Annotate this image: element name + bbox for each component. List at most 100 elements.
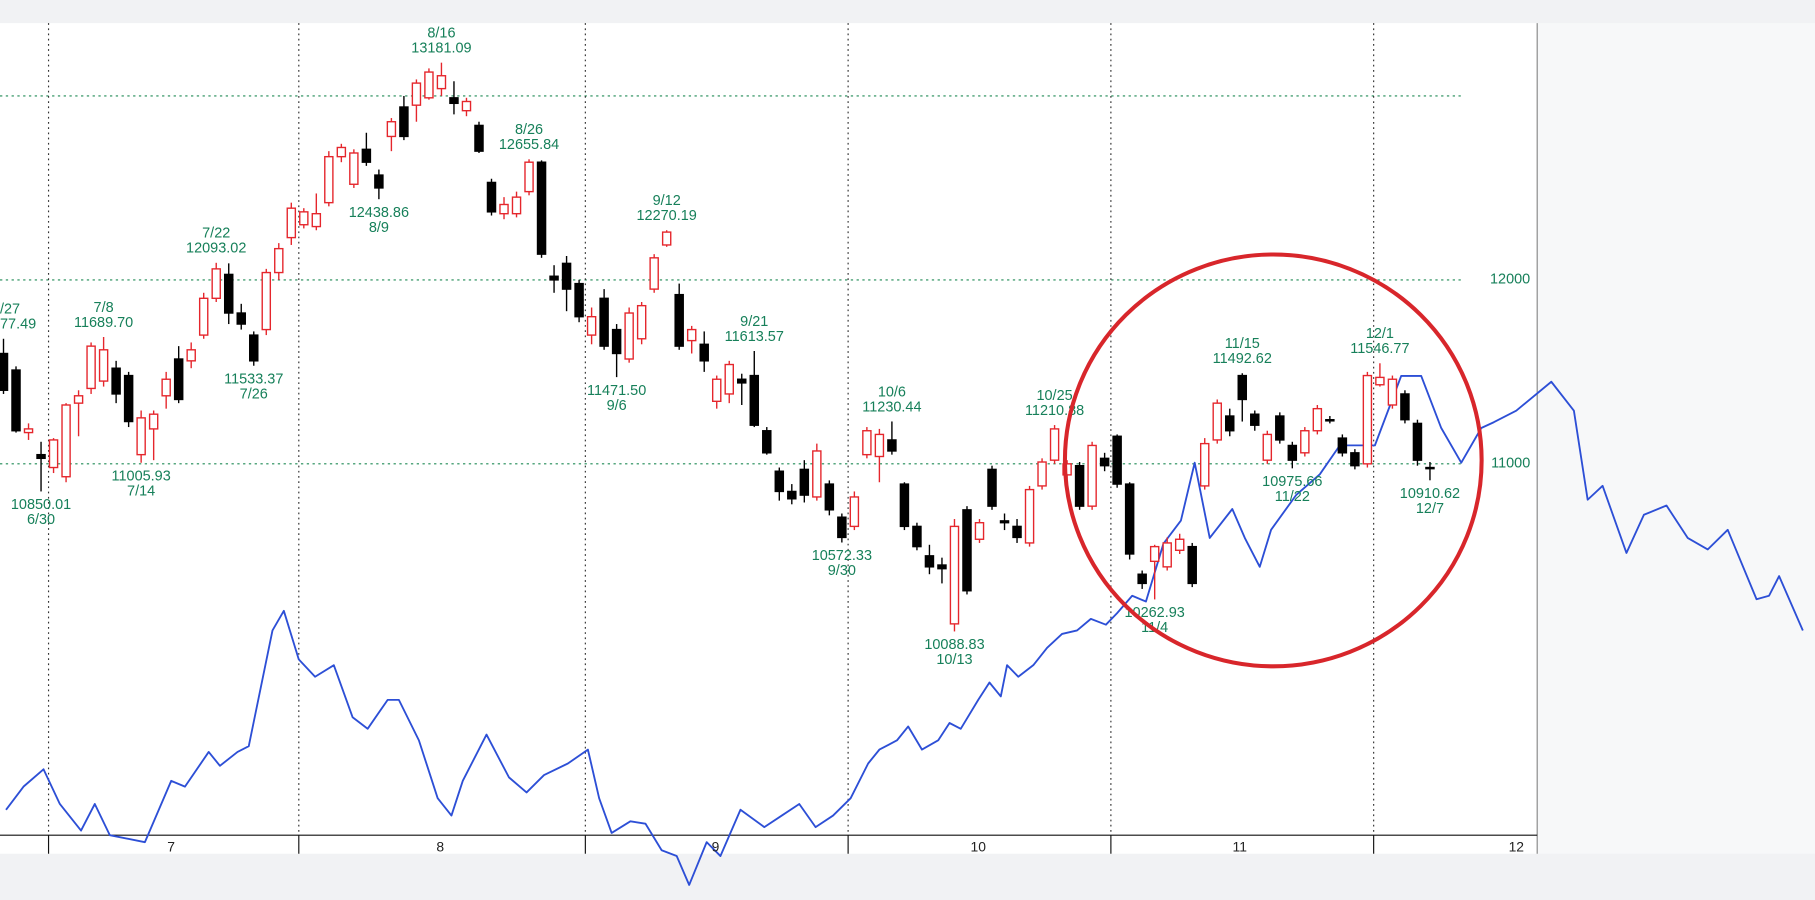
annotation-date: 9/21 (740, 314, 768, 330)
annotation-value: 12655.84 (499, 137, 559, 153)
candle-body (111, 367, 121, 395)
candle-body (586, 316, 597, 336)
candle-body (674, 293, 684, 347)
annotation-date: 7/22 (202, 226, 230, 242)
indicator (5, 375, 1804, 886)
candle-body (837, 516, 847, 539)
candle-body (1099, 457, 1110, 467)
candle-body (361, 148, 372, 163)
annotation-value: 12270.19 (637, 208, 697, 224)
candle-body (849, 496, 860, 528)
x-tick-label: 12 (1509, 839, 1525, 855)
candle-body (1137, 573, 1147, 585)
highlight-circle (1062, 252, 1484, 669)
candle-body (1387, 378, 1398, 406)
annotation-value: 10572.33 (812, 548, 872, 564)
candle-body (624, 312, 634, 360)
candle-body (1162, 542, 1172, 568)
candle-body (211, 268, 221, 300)
annotation-value: 11471.50 (587, 383, 646, 399)
candle-body (1325, 419, 1335, 422)
candle-body (1149, 545, 1160, 563)
annotation-date: 8/16 (427, 26, 455, 42)
candle-body (962, 509, 972, 592)
candle-body (1112, 435, 1122, 485)
candle-body (73, 395, 84, 404)
annotation-date: 10/6 (878, 384, 906, 400)
annotation-date: 7/26 (240, 386, 268, 402)
annotation-date: 9/12 (653, 193, 681, 209)
candle-body (636, 304, 647, 340)
outer-area (1537, 23, 1815, 854)
candle-body (1187, 545, 1197, 585)
annotation-date: 11/22 (1275, 489, 1310, 505)
candle-body (899, 483, 910, 528)
candle-body (611, 328, 622, 355)
candle-body (774, 470, 785, 493)
candle-body (324, 155, 334, 204)
annotation-date: 6/30 (27, 512, 55, 528)
candle-body (574, 282, 584, 318)
candle-body (874, 433, 885, 458)
candle-body (549, 275, 559, 281)
candle-body (1262, 433, 1273, 461)
candle-body (336, 146, 347, 158)
candles (0, 62, 1435, 632)
y-tick-label: 11000 (1491, 456, 1530, 472)
candle-body (424, 71, 434, 99)
annotation-value: 11005.93 (112, 468, 171, 484)
annotation-date: 12/7 (1416, 501, 1444, 517)
candle-body (987, 468, 997, 507)
annotation-date: 10/25 (1036, 388, 1072, 404)
candle-body (374, 174, 384, 189)
annotation-value: 11613.57 (725, 329, 784, 345)
x-tick-label: 10 (971, 839, 987, 855)
candle-body (1287, 444, 1298, 461)
annotation-value: 10088.83 (924, 637, 984, 653)
candle-body (536, 161, 547, 255)
candle-body (249, 334, 259, 362)
candle-body (511, 196, 522, 215)
indicator-line (5, 375, 1804, 886)
annotation-date: 7/8 (94, 300, 114, 316)
candle-body (1425, 466, 1435, 470)
annotation-value: 10850.01 (11, 497, 71, 513)
candle-body (812, 450, 822, 498)
candle-body (1199, 442, 1210, 487)
candle-body (1250, 413, 1260, 426)
candle-body (186, 349, 196, 362)
annotation-value: 10910.62 (1400, 486, 1460, 502)
candle-body (1037, 461, 1047, 487)
annotation-date: 10/13 (936, 652, 972, 668)
candle-body (486, 181, 497, 213)
candle-body (411, 82, 422, 106)
candle-body (349, 152, 359, 185)
annotation-date: 7/14 (127, 483, 155, 499)
candle-body (1237, 374, 1248, 401)
candle-body (36, 453, 46, 460)
grid (0, 23, 1465, 854)
candle-body (737, 378, 747, 384)
annotation-value: 11689.70 (74, 315, 133, 331)
candle-body (98, 349, 109, 382)
candle-body (1074, 464, 1085, 507)
annotation-value: 11546.77 (1350, 341, 1409, 357)
candle-body (1300, 430, 1310, 454)
annotation-value: 10975.66 (1262, 474, 1322, 490)
candle-body (1124, 483, 1135, 555)
candle-body (787, 490, 797, 500)
annotation-date: 11/15 (1225, 336, 1260, 352)
candle-body (799, 468, 810, 496)
candle-body (449, 97, 459, 105)
candle-body (686, 328, 697, 342)
candle-body (86, 345, 96, 390)
annotation-value: 11533.37 (224, 371, 283, 387)
x-tick-label: 8 (436, 839, 444, 855)
candle-body (661, 231, 672, 246)
candle-body (123, 374, 134, 423)
candle-body (949, 525, 960, 625)
annotation-value: 11492.62 (1213, 351, 1272, 367)
